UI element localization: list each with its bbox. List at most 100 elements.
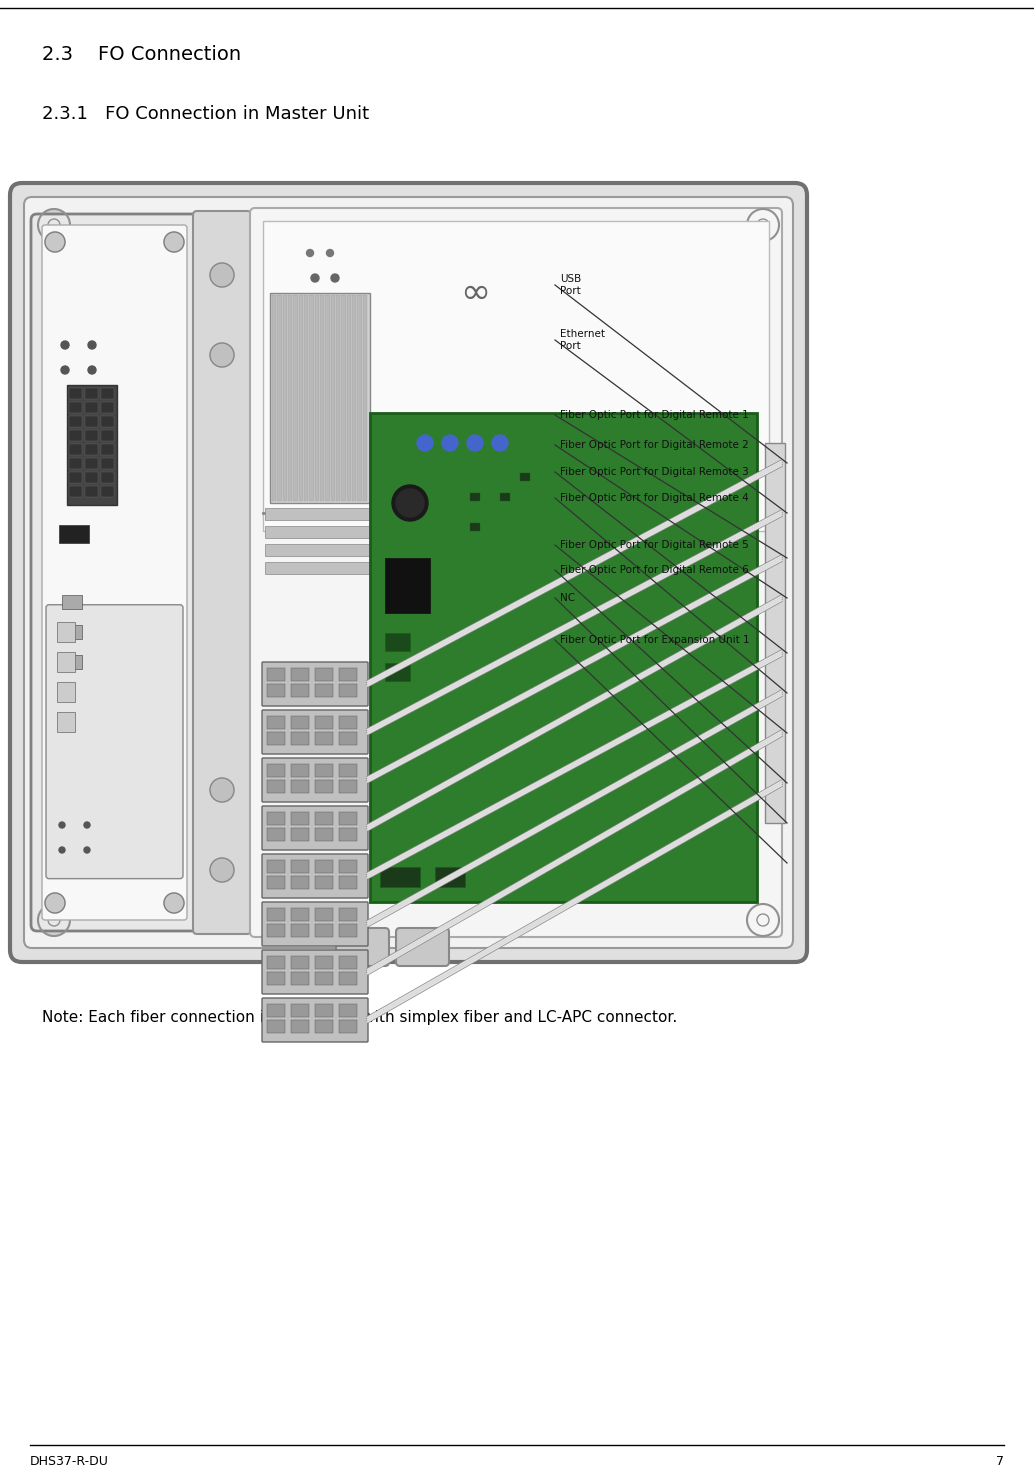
Circle shape [164,893,184,912]
Bar [57,652,75,672]
Circle shape [467,435,483,452]
Circle shape [88,366,96,375]
Bar [363,295,367,501]
Bar [315,875,333,889]
FancyBboxPatch shape [193,210,251,935]
FancyBboxPatch shape [262,949,368,994]
Bar [381,866,420,887]
Bar [101,429,114,441]
Bar [267,764,285,778]
Bar [291,828,309,841]
Bar [500,493,510,501]
Bar [267,924,285,937]
Bar [331,295,335,501]
Bar [101,486,114,498]
Bar [267,828,285,841]
Bar [62,625,82,638]
Bar [299,295,303,501]
Bar [85,416,98,427]
Text: Fiber Optic Port for Digital Remote 1: Fiber Optic Port for Digital Remote 1 [560,410,749,421]
Bar [263,221,769,532]
Bar [85,388,98,398]
Bar [57,712,75,732]
Bar [291,1020,309,1034]
Circle shape [61,341,69,350]
FancyBboxPatch shape [262,998,368,1043]
Bar [339,684,357,698]
FancyBboxPatch shape [31,213,197,932]
Bar [339,860,357,872]
Bar [291,732,309,745]
FancyBboxPatch shape [262,806,368,850]
Bar [267,860,285,872]
Circle shape [210,344,234,367]
FancyBboxPatch shape [262,662,368,706]
Bar [265,561,405,575]
Bar [315,715,333,729]
Bar [267,1020,285,1034]
Bar [341,295,345,501]
Circle shape [84,822,90,828]
Circle shape [38,903,70,936]
Bar [385,663,410,681]
Bar [291,957,309,969]
Bar [267,715,285,729]
Bar [385,558,430,613]
Bar [265,526,405,538]
Bar [291,875,309,889]
Bar [291,860,309,872]
Bar [315,812,333,825]
FancyBboxPatch shape [250,207,782,937]
Text: Fiber Optic Port for Digital Remote 3: Fiber Optic Port for Digital Remote 3 [560,467,749,477]
Bar [470,493,480,501]
Bar [339,908,357,921]
Text: DHS37-R-DU: DHS37-R-DU [30,1454,109,1468]
Bar [339,828,357,841]
Bar [62,655,82,669]
Bar [352,295,357,501]
Bar [101,401,114,413]
Circle shape [327,249,334,256]
Bar [339,957,357,969]
Circle shape [88,341,96,350]
Bar [765,443,785,823]
Circle shape [45,233,65,252]
Bar [101,458,114,469]
Bar [69,486,82,498]
Bar [85,458,98,469]
Bar [267,1004,285,1017]
Bar [315,908,333,921]
Bar [69,444,82,455]
Circle shape [210,778,234,803]
Bar [315,972,333,985]
Bar [339,732,357,745]
Bar [270,293,370,504]
Circle shape [164,233,184,252]
Bar [267,684,285,698]
Bar [314,295,320,501]
Bar [288,295,293,501]
Text: 2.3.1   FO Connection in Master Unit: 2.3.1 FO Connection in Master Unit [42,105,369,123]
Circle shape [59,822,65,828]
Bar [291,715,309,729]
Bar [101,444,114,455]
Bar [267,780,285,792]
Circle shape [45,893,65,912]
Bar [294,295,298,501]
Bar [267,812,285,825]
Bar [69,401,82,413]
Bar [315,780,333,792]
Bar [85,401,98,413]
Bar [315,828,333,841]
Bar [265,508,405,520]
Bar [520,472,530,481]
Text: Ethernet
Port: Ethernet Port [560,329,605,351]
Bar [339,668,357,681]
Bar [339,875,357,889]
Circle shape [210,264,234,287]
Bar [291,764,309,778]
Bar [315,1020,333,1034]
Bar [339,780,357,792]
Text: Fiber Optic Port for Expansion Unit 1: Fiber Optic Port for Expansion Unit 1 [560,635,750,646]
Bar [315,860,333,872]
